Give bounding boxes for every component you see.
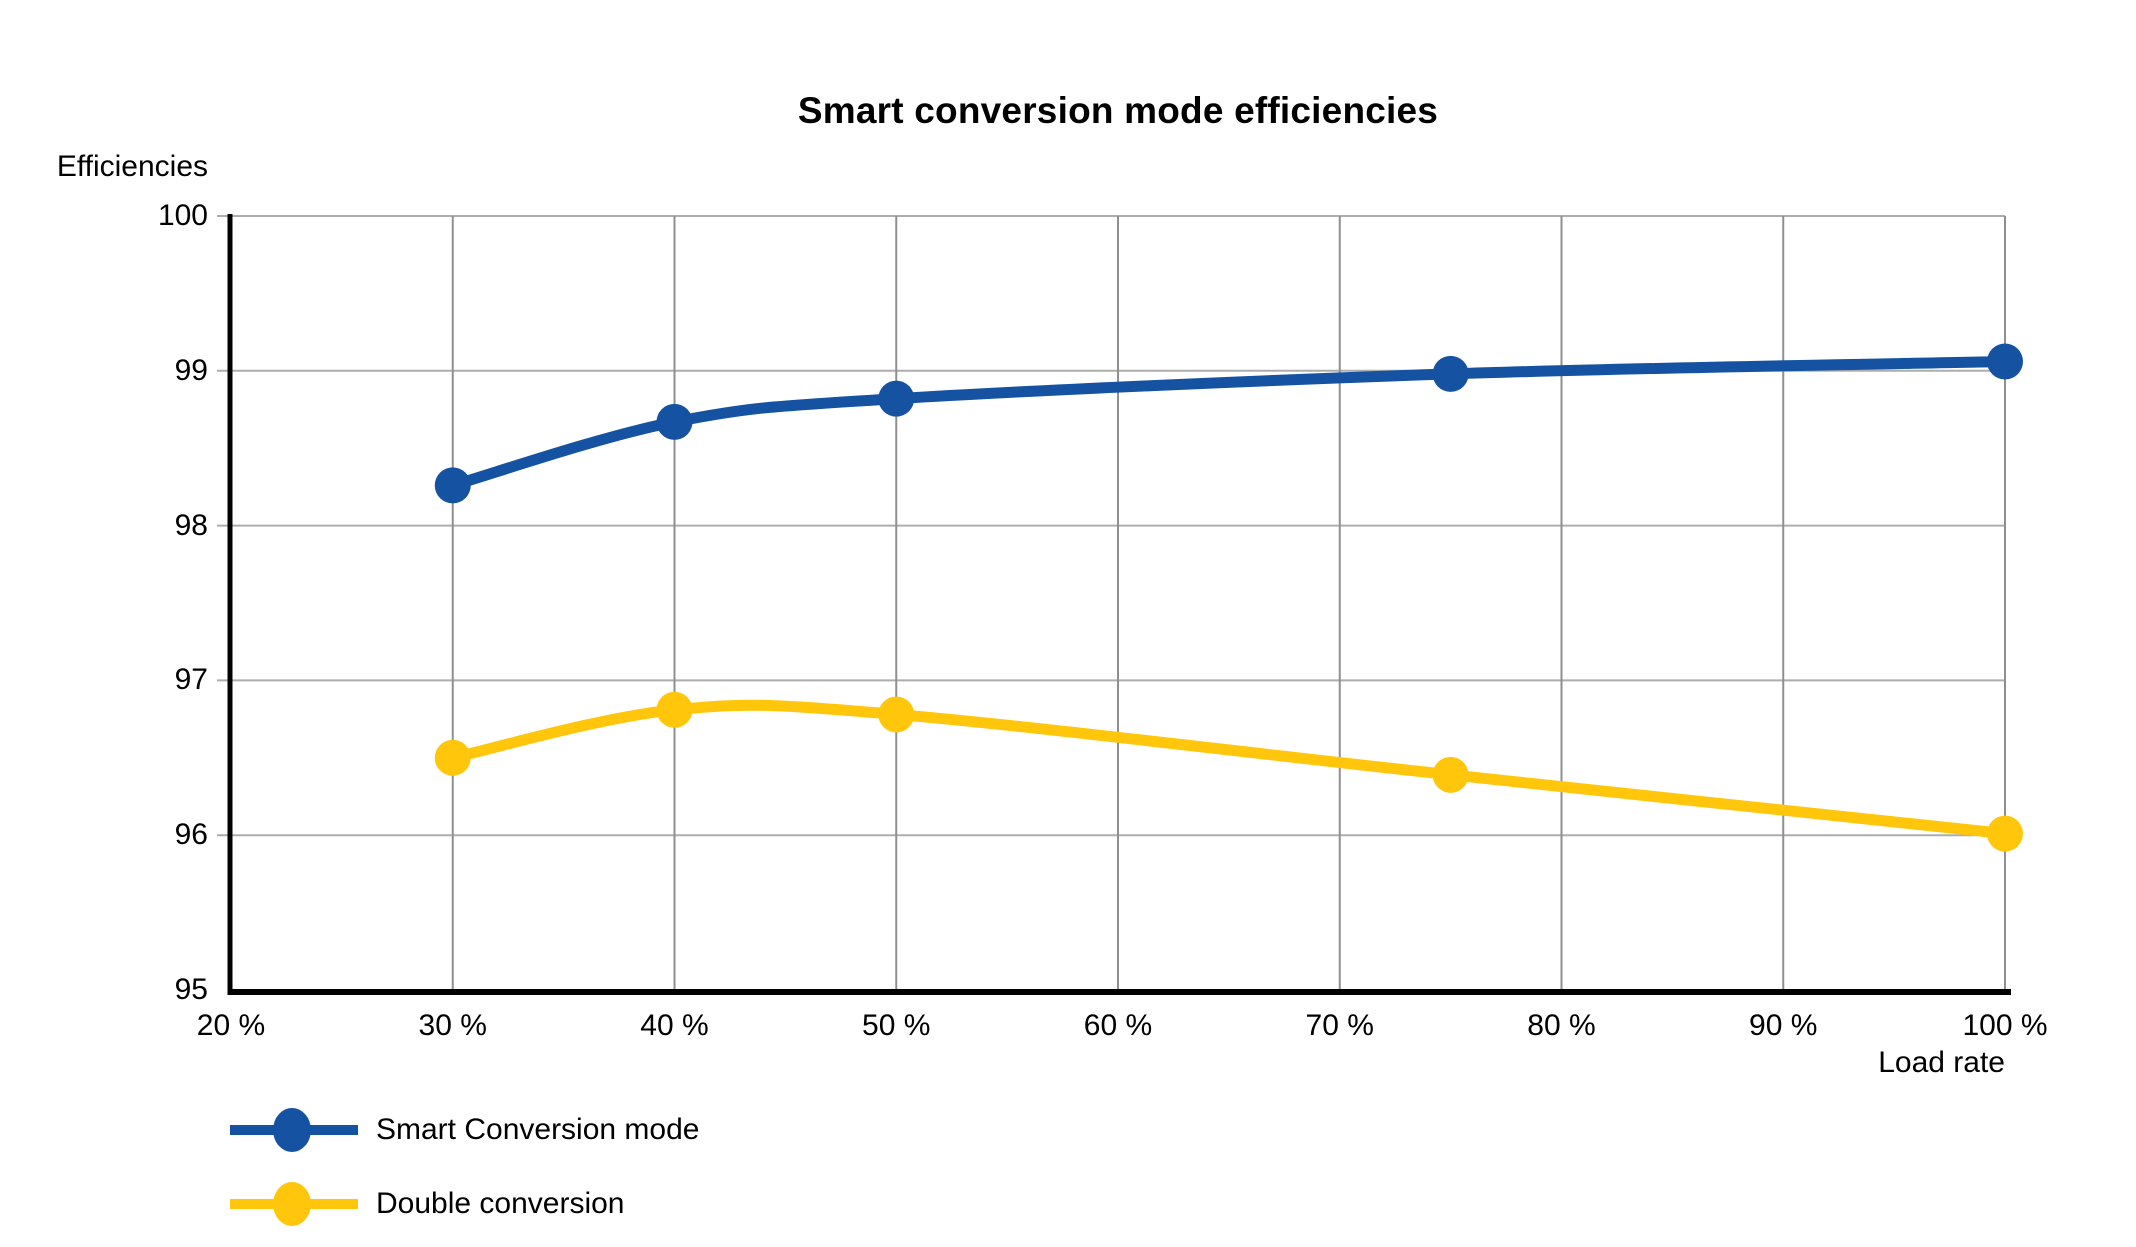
legend: Smart Conversion mode Double conversion [230,1093,699,1241]
legend-label-smart-conversion-mode: Smart Conversion mode [376,1113,700,1146]
data-point-0-1 [656,403,693,440]
x-axis-title: Load rate [1878,1046,2005,1079]
data-point-1-0 [434,739,471,776]
y-tick-label-100: 100 [157,199,208,232]
x-tick-label-60: 60 % [1083,1009,1153,1042]
x-tick-label-70: 70 % [1305,1009,1374,1042]
data-point-1-3 [1432,756,1469,793]
y-tick-label-95: 95 [174,973,208,1006]
data-point-1-4 [1987,815,2023,852]
data-point-0-3 [1432,355,1469,392]
x-tick-label-50: 50 % [862,1009,931,1042]
x-tick-label-80: 80 % [1527,1009,1596,1042]
x-tick-label-90: 90 % [1749,1009,1818,1042]
x-tick-label-40: 40 % [640,1009,709,1042]
smart-conversion-mode-series-marker-icon [230,1105,366,1155]
data-point-0-2 [878,380,915,417]
y-tick-label-98: 98 [174,508,208,542]
y-tick-label-97: 97 [174,663,208,697]
data-point-1-1 [656,691,693,728]
series-line-1 [451,699,2006,840]
x-tick-label-20: 20 % [196,1009,266,1042]
y-axis-title: Efficiencies [56,150,208,183]
chart-title: Smart conversion mode efficiencies [797,90,1439,131]
y-tick-label-99: 99 [174,353,208,387]
y-tick-label-96: 96 [174,818,208,852]
double-conversion-series-marker-icon [230,1179,366,1229]
legend-label-double-conversion: Double conversion [376,1187,625,1220]
series-line-0 [451,356,2006,491]
data-point-0-0 [434,467,471,504]
data-point-1-2 [878,696,915,733]
legend-item-smart-conversion-mode: Smart Conversion mode [230,1093,699,1167]
x-tick-label-100: 100 % [1962,1009,2048,1042]
legend-item-double-conversion: Double conversion [230,1167,699,1241]
x-tick-label-30: 30 % [418,1009,487,1042]
data-point-0-4 [1987,343,2023,380]
